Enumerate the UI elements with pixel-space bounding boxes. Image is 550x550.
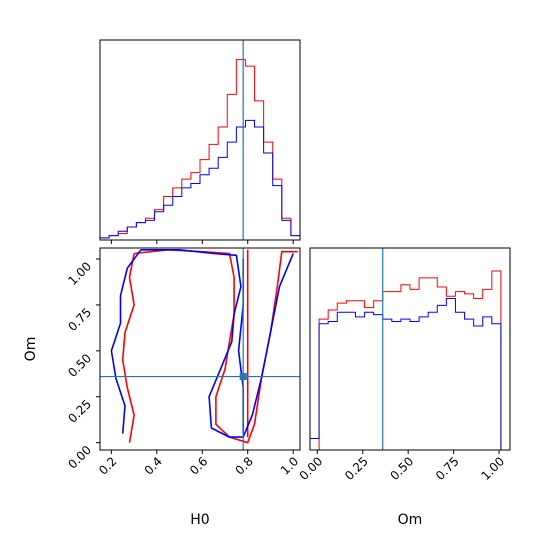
hist-h0-series-1 bbox=[99, 59, 301, 240]
hist-h0-frame bbox=[99, 39, 301, 241]
hist-om-series-1 bbox=[310, 270, 510, 451]
om-x-tick-label-4: 0.75 bbox=[433, 454, 462, 483]
contour-series-1-line-2 bbox=[121, 253, 135, 443]
h0-tick-label-1: 0.2 bbox=[96, 454, 119, 477]
contour-series-1-line-1 bbox=[134, 249, 298, 444]
om-x-tick-label-1: 0.00 bbox=[297, 454, 326, 483]
om-y-tick-label-1: 0.00 bbox=[65, 443, 94, 472]
om-y-tick-label-2: 0.25 bbox=[65, 397, 94, 426]
hist-om-frame bbox=[309, 247, 511, 451]
h0-tick-label-4: 0.8 bbox=[232, 454, 255, 477]
h0-tick-label-2: 0.4 bbox=[142, 454, 165, 477]
contour-h0-om-panel: 0.2 0.4 0.6 0.8 1.00.000.250.500.751.00 bbox=[65, 247, 301, 478]
h0-tick-label-3: 0.6 bbox=[187, 454, 210, 477]
hist-om-series-2 bbox=[309, 298, 510, 451]
om-x-tick-label-3: 0.50 bbox=[388, 454, 417, 483]
om-x-tick-label-2: 0.25 bbox=[342, 454, 371, 483]
contour-lines bbox=[110, 249, 298, 444]
y-axis-label-om: Om bbox=[23, 337, 39, 362]
truth-marker bbox=[239, 373, 247, 381]
x-axis-label-om: Om bbox=[398, 512, 423, 528]
contour-frame bbox=[99, 247, 301, 451]
om-x-tick-label-5: 1.00 bbox=[478, 454, 507, 483]
om-y-tick-label-5: 1.00 bbox=[65, 259, 94, 288]
om-y-tick-label-3: 0.50 bbox=[65, 351, 94, 380]
hist-h0-series-2 bbox=[99, 119, 301, 240]
contour-series-2-line-2 bbox=[110, 249, 142, 434]
contour-series-2-line-1 bbox=[140, 249, 294, 438]
hist-om-panel: 0.00 0.25 0.50 0.75 1.00 bbox=[297, 247, 511, 483]
om-y-tick-label-4: 0.75 bbox=[65, 305, 94, 334]
x-axis-label-h0: H0 bbox=[190, 512, 209, 528]
hist-h0-panel bbox=[99, 39, 301, 244]
